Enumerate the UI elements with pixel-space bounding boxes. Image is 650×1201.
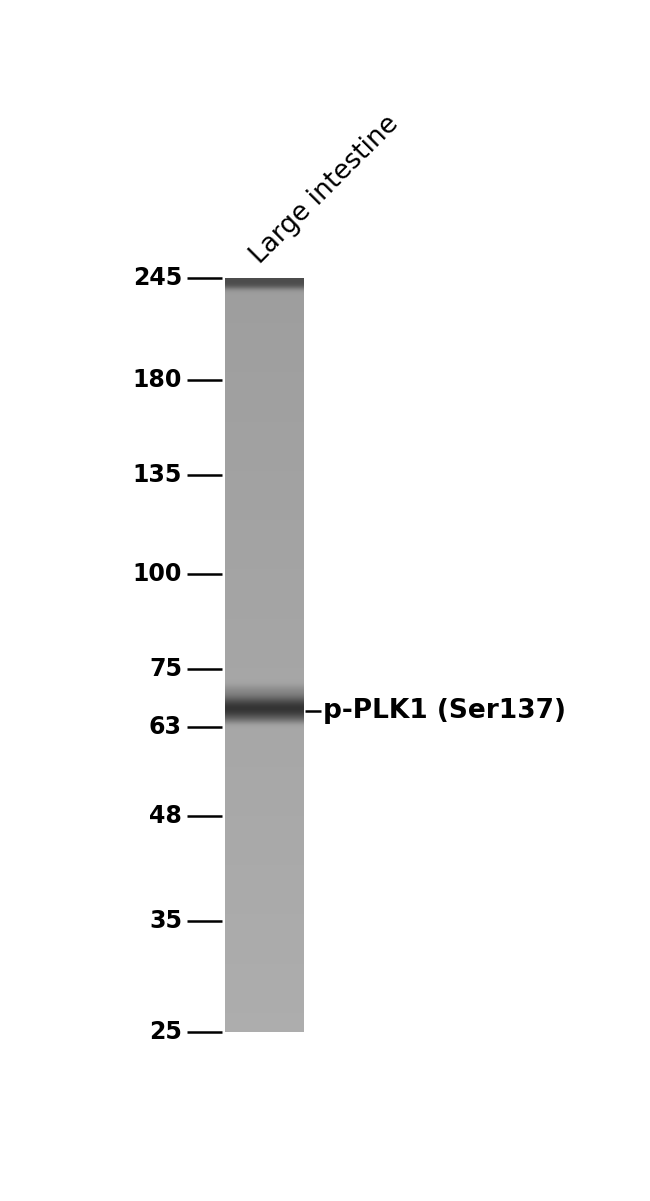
Text: 100: 100 xyxy=(133,562,182,586)
Text: 75: 75 xyxy=(149,657,182,681)
Text: 63: 63 xyxy=(149,715,182,739)
Text: 48: 48 xyxy=(149,805,182,829)
Text: 25: 25 xyxy=(149,1020,182,1044)
Text: 245: 245 xyxy=(133,267,182,291)
Text: 135: 135 xyxy=(133,464,182,488)
Text: 180: 180 xyxy=(133,368,182,392)
Text: 35: 35 xyxy=(149,909,182,933)
Text: p-PLK1 (Ser137): p-PLK1 (Ser137) xyxy=(323,698,566,724)
Text: Large intestine: Large intestine xyxy=(246,110,404,269)
